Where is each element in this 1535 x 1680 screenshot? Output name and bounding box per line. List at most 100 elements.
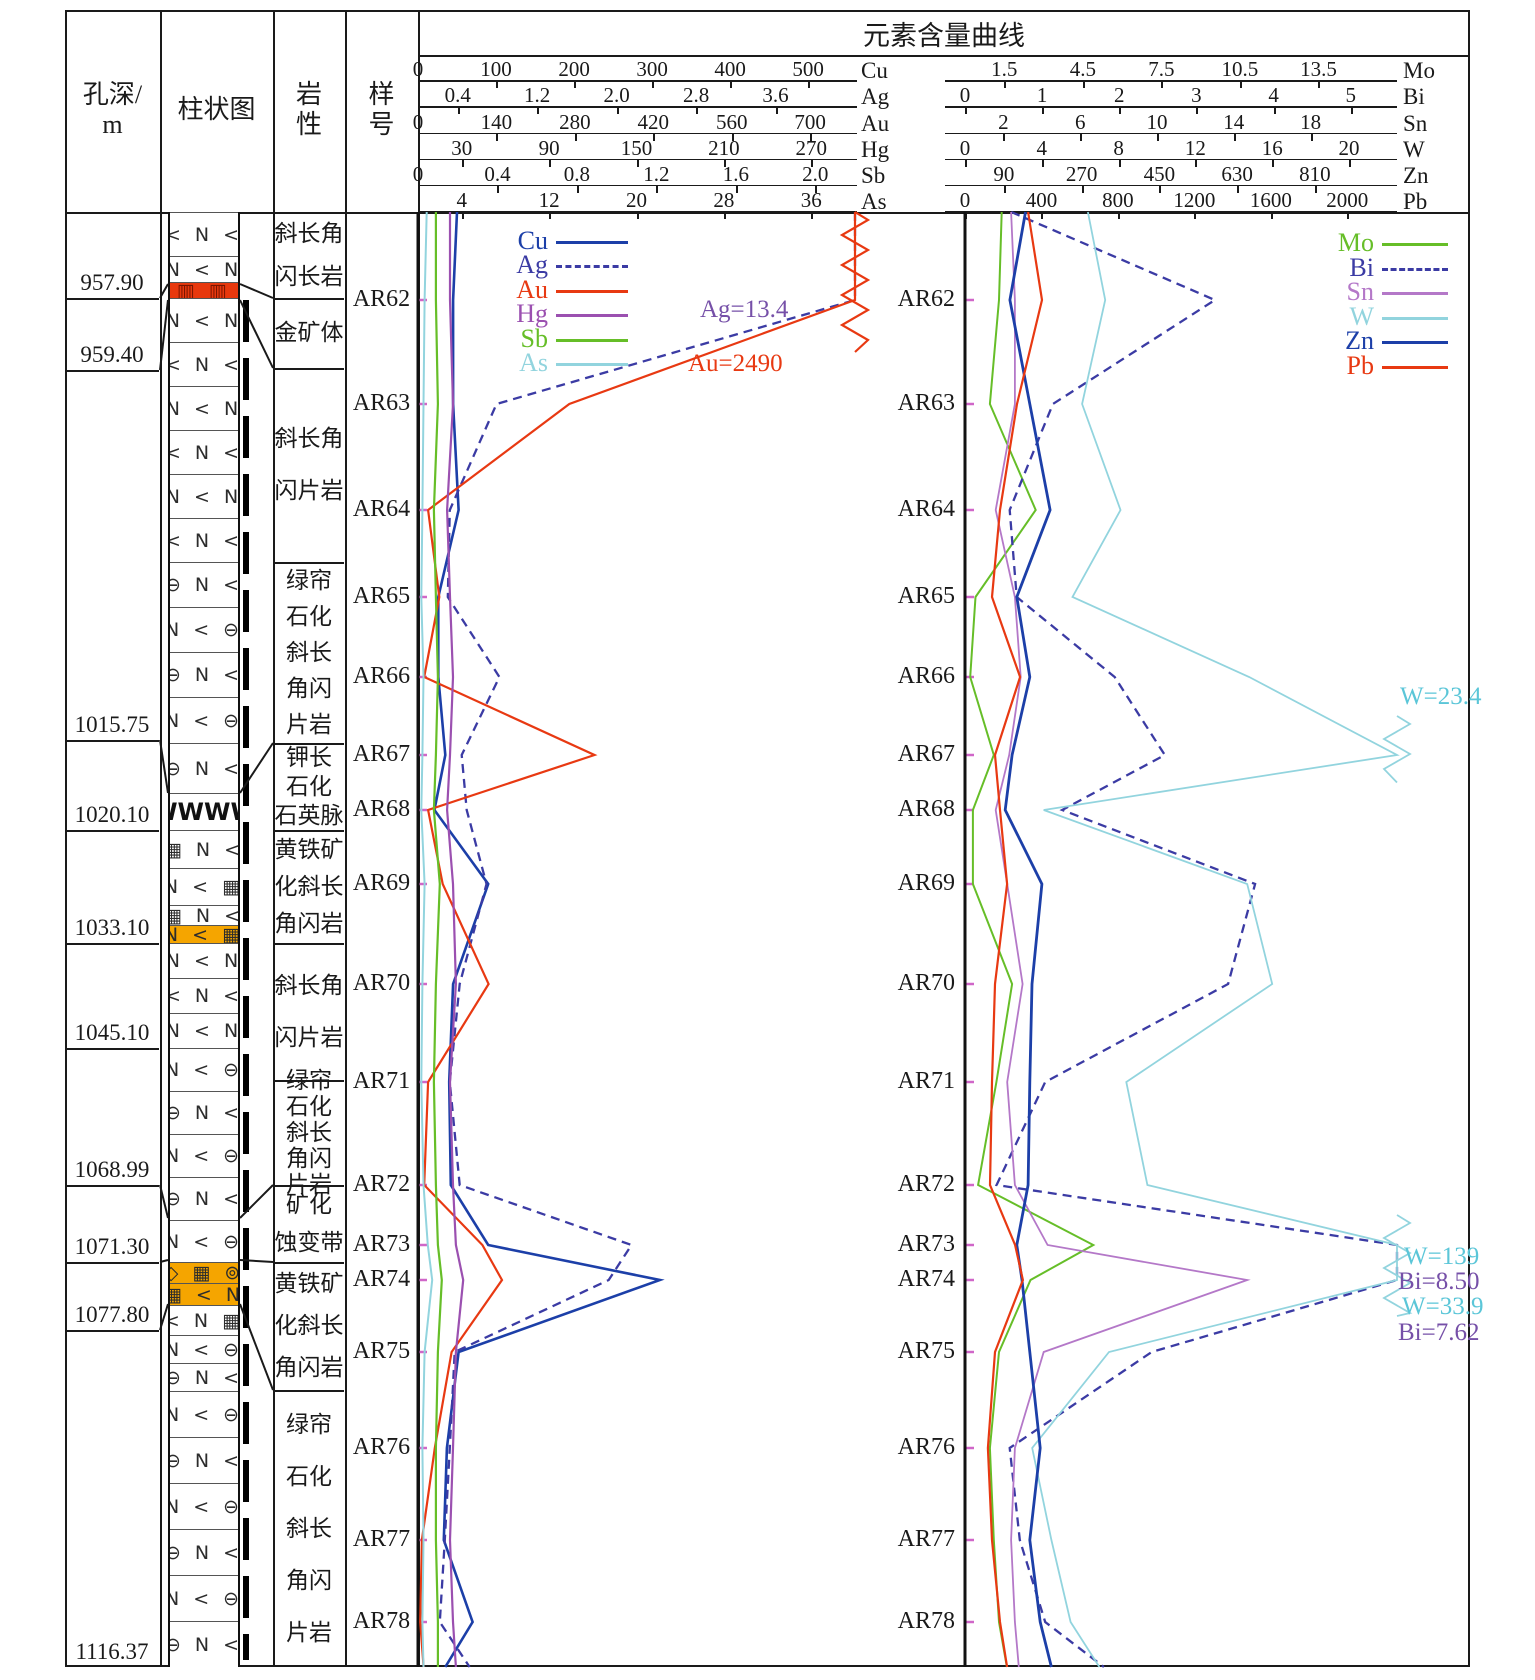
lithology-label-6: 斜长角 闪片岩 (274, 972, 344, 1050)
axis-tick-label-As-2: 20 (626, 188, 647, 212)
series-Hg-line (445, 212, 465, 1668)
axis-element-label-Au: Au (861, 110, 890, 136)
axis-tick-label-Sn-4: 18 (1300, 109, 1322, 134)
lithology-label-7: 绿帘 石化 斜长 角闪 片岩 (286, 1067, 332, 1197)
sample-col-label-AR67: AR67 (352, 741, 411, 767)
axis-tick-W-1 (1041, 159, 1044, 167)
drill-trace-bar (243, 300, 249, 1660)
pattern-cell-24: N < ⊖ (170, 1134, 238, 1177)
header-sample: 样 号 (368, 80, 395, 139)
axis-tick-Sb-4 (735, 185, 738, 193)
axis-tick-label-Au-0: 0 (412, 109, 424, 134)
panel-row-label-AR77: AR77 (897, 1526, 955, 1552)
axis-tick-Hg-3 (723, 159, 726, 167)
axis-tick-Sn-4 (1310, 133, 1313, 141)
panel-row-label-AR76: AR76 (897, 1434, 955, 1460)
lithology-divider-8 (274, 1185, 344, 1187)
axis-tick-label-As-0: 4 (456, 188, 467, 212)
pattern-cell-4: < N < (170, 342, 238, 386)
sample-col-label-AR70: AR70 (352, 970, 411, 996)
sample-col-label-AR75: AR75 (352, 1338, 411, 1364)
legend-label-Hg: Hg (516, 299, 548, 329)
annotation-W139: W=139 (1404, 1243, 1480, 1270)
pattern-cell-29: < N ▦ (170, 1305, 238, 1335)
axis-tick-label-As-1: 12 (538, 188, 560, 212)
pattern-cell-12: N < ⊖ (170, 697, 238, 743)
depth-line-2 (66, 740, 159, 742)
axis-tick-Ag-4 (775, 107, 778, 115)
sample-col-label-AR72: AR72 (352, 1171, 411, 1197)
axis-element-label-Sb: Sb (861, 162, 886, 188)
axis-tick-W-5 (1349, 159, 1351, 167)
legend-label-Bi: Bi (1349, 252, 1374, 282)
legend-label-Sb: Sb (520, 323, 548, 353)
sample-col-label-AR65: AR65 (352, 583, 411, 609)
axis-tick-Bi-4 (1273, 107, 1276, 115)
axis-element-label-Mo: Mo (1403, 58, 1435, 84)
depth-line-6 (66, 1185, 159, 1187)
axis-tick-label-Sb-5: 2.0 (802, 161, 829, 186)
legend-label-Ag: Ag (516, 250, 548, 280)
lithology-divider-7 (274, 1080, 344, 1082)
panel-row-label-AR64: AR64 (897, 496, 955, 522)
axis-line-Hg (418, 158, 857, 161)
axis-tick-Pb-4 (1270, 212, 1273, 219)
axis-tick-W-0 (965, 159, 967, 167)
sample-col-label-AR78: AR78 (352, 1608, 411, 1634)
axis-element-label-Cu: Cu (861, 58, 888, 84)
depth-label-3: 1020.10 (74, 802, 150, 827)
depth-label-5: 1045.10 (74, 1020, 150, 1045)
pattern-cell-37: ⊖ N < (170, 1621, 238, 1667)
sample-col-label-AR74: AR74 (352, 1266, 411, 1292)
legend-swatch-Mo (1382, 243, 1448, 246)
annotation-Bi850: Bi=8.50 (1398, 1268, 1480, 1295)
axis-tick-Sb-1 (497, 185, 500, 193)
pattern-cell-26: N < ⊖ (170, 1220, 238, 1262)
offscale-zigzag-W (1382, 1214, 1413, 1317)
axis-tick-Ag-0 (457, 107, 460, 115)
column-divider-2 (345, 10, 347, 1667)
axis-element-label-Sn: Sn (1403, 110, 1428, 136)
series-Zn-line (1003, 211, 1053, 1668)
axis-tick-label-Sn-0: 2 (998, 109, 1009, 134)
legend-swatch-Hg (556, 314, 628, 318)
pattern-cell-17: ▦ N < (170, 905, 238, 925)
panel-row-label-AR71: AR71 (897, 1068, 955, 1094)
axis-tick-label-Mo-0: 1.5 (991, 57, 1018, 82)
axis-tick-Au-3 (653, 133, 656, 141)
axis-tick-label-Zn-2: 450 (1143, 161, 1176, 186)
depth-line-7 (66, 1262, 159, 1264)
title-bottom-line (418, 55, 1470, 57)
axis-tick-label-Sb-2: 0.8 (563, 161, 591, 186)
offscale-zigzag-Au (839, 211, 871, 353)
lithology-divider-4 (274, 743, 344, 745)
series-Bi-line (994, 210, 1399, 1668)
axis-tick-Au-0 (418, 133, 420, 141)
axis-tick-label-W-1: 4 (1036, 135, 1048, 160)
axis-tick-label-Bi-5: 5 (1345, 83, 1356, 108)
axis-tick-Cu-2 (574, 81, 577, 89)
axis-tick-Ag-1 (537, 107, 540, 115)
sample-col-label-AR69: AR69 (352, 870, 411, 896)
axis-element-label-Ag: Ag (861, 84, 890, 110)
legend-label-As: As (519, 348, 548, 377)
axis-tick-Sn-2 (1157, 133, 1159, 141)
axis-tick-label-Cu-2: 200 (558, 57, 590, 82)
panel-row-label-AR73: AR73 (897, 1231, 955, 1257)
lithology-divider-2 (274, 368, 344, 370)
axis-line-Ag (418, 106, 857, 108)
depth-label-4: 1033.10 (74, 915, 150, 940)
axis-element-label-Zn: Zn (1403, 162, 1429, 188)
axis-tick-label-Cu-3: 300 (636, 57, 668, 82)
axis-tick-label-W-2: 8 (1113, 135, 1124, 160)
sample-col-label-AR73: AR73 (352, 1231, 411, 1257)
axis-tick-Zn-2 (1159, 185, 1162, 193)
lithology-label-5: 黄铁矿 化斜长 角闪岩 (274, 837, 344, 936)
pattern-cell-18: N < ▦ (170, 925, 238, 943)
pattern-cell-16: N < ▦ (170, 868, 238, 905)
pattern-cell-27: ◇ ▦ ⊚ (170, 1262, 238, 1283)
depth-label-2: 1015.75 (74, 712, 150, 737)
panel-row-label-AR67: AR67 (897, 741, 955, 767)
axis-tick-Zn-3 (1237, 185, 1240, 193)
axis-tick-label-Sn-3: 14 (1223, 109, 1245, 134)
